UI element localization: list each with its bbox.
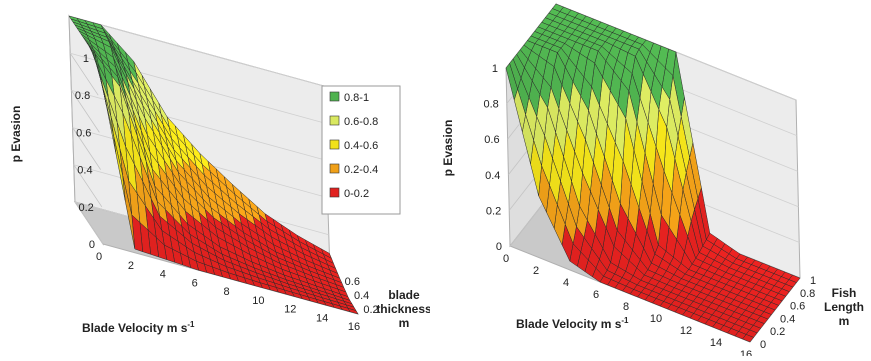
right-x-tick-6: 12: [680, 325, 692, 337]
left-legend-label-0: 0.8-1: [344, 92, 369, 104]
left-z-tick-3: 0.6: [76, 127, 91, 139]
right-x-tick-5: 10: [650, 313, 662, 325]
left-x-tick-5: 10: [252, 295, 264, 307]
left-x-tick-1: 2: [128, 260, 134, 272]
right-y-tick-4: 0.8: [800, 288, 815, 300]
left-y-label-line-2: m: [399, 316, 410, 330]
right-x-tick-4: 8: [623, 301, 629, 313]
left-legend-label-3: 0.2-0.4: [344, 164, 378, 176]
right-z-label: p Evasion: [441, 120, 455, 177]
right-z-tick-2: 0.4: [485, 170, 500, 182]
right-x-label-unit: m s: [601, 317, 622, 331]
left-legend-label-2: 0.4-0.6: [344, 140, 378, 152]
left-gridline-4: [69, 52, 99, 96]
left-y-tick-0: 0.2: [363, 304, 378, 316]
left-x-label-exp: -1: [187, 320, 195, 329]
left-z-tick-1: 0.2: [79, 202, 94, 214]
right-x-tick-3: 6: [593, 289, 599, 301]
left-z-tick-2: 0.4: [77, 165, 92, 177]
left-x-label-unit: m s: [167, 321, 188, 335]
right-y-label-line-1: Length: [824, 300, 864, 314]
left-back-gridline-5: [68, 15, 325, 87]
right-y-label-line-2: m: [839, 314, 850, 328]
right-z-tick-0: 0: [496, 241, 502, 253]
left-y-tick-2: 0.6: [345, 276, 360, 288]
left-y-label-line-0: blade: [388, 288, 420, 302]
right-x-tick-7: 14: [710, 337, 722, 349]
right-y-tick-5: 1: [810, 275, 816, 287]
left-x-tick-4: 8: [223, 286, 229, 298]
right-x-label-exp: -1: [621, 316, 629, 325]
left-y-label-line-1: thickness: [376, 302, 430, 316]
left-y-tick-1: 0.4: [354, 290, 369, 302]
left-x-tick-2: 4: [160, 269, 166, 281]
chart-right: 0 0.2 0.4 0.6 0.8 1 0 2 4 6 8 10 12 14 16 0 0.2 0.4 0.6 0.8…: [440, 0, 871, 361]
right-x-tick-8: 16: [740, 349, 752, 356]
right-z-tick-4: 0.8: [484, 99, 499, 111]
left-legend-swatch-4: [329, 187, 340, 198]
right-x-tick-2: 4: [563, 277, 569, 289]
right-x-tick-0: 0: [503, 253, 509, 265]
left-z-tick-0: 0: [89, 239, 95, 251]
right-z-tick-1: 0.2: [486, 205, 501, 217]
right-y-tick-3: 0.6: [790, 301, 805, 313]
right-y-label-line-0: Fish: [832, 286, 857, 300]
left-surface: [68, 15, 359, 315]
left-gridline-3: [71, 90, 100, 133]
left-legend: 0.8-1 0.6-0.8 0.4-0.6 0.2-0.4 0-0.2: [321, 85, 401, 215]
left-z-label: p Evasion: [9, 106, 23, 163]
right-x-label-main: Blade Velocity: [516, 317, 601, 331]
left-gridline-2: [72, 127, 101, 170]
left-x-tick-0: 0: [96, 251, 102, 263]
left-x-tick-6: 12: [284, 304, 296, 316]
right-x-label: Blade Velocity m s-1: [516, 316, 629, 331]
left-legend-swatch-1: [329, 115, 340, 126]
right-y-tick-1: 0.2: [770, 326, 785, 338]
left-x-label: Blade Velocity m s-1: [82, 320, 195, 335]
left-legend-swatch-2: [329, 139, 340, 150]
right-y-tick-2: 0.4: [780, 313, 795, 325]
right-axes: 00.20.40.60.81024681012141600.20.40.60.8…: [441, 63, 864, 361]
chart-right-svg: 00.20.40.60.81024681012141600.20.40.60.8…: [441, 2, 864, 361]
right-y-tick-0: 0: [760, 339, 766, 351]
left-mesh-cell: [94, 54, 107, 107]
right-surface: [505, 3, 801, 343]
right-z-tick-3: 0.6: [484, 134, 499, 146]
left-x-tick-7: 14: [316, 312, 328, 324]
left-legend-swatch-0: [329, 91, 340, 102]
left-z-tick-5: 1: [83, 53, 89, 65]
left-gridline-0: [74, 201, 104, 245]
right-z-tick-5: 1: [492, 63, 498, 75]
chart-left: 0 0.2 0.4 0.6 0.8 1 0 2 4 6 8 10 12 14 16 0.2 0.4 0.6 p Ev…: [0, 0, 432, 356]
left-x-label-main: Blade Velocity: [82, 321, 167, 335]
left-legend-label-4: 0-0.2: [344, 188, 369, 200]
right-x-tick-1: 2: [533, 265, 539, 277]
left-x-tick-8: 16: [348, 321, 360, 333]
right-mesh-cell: [505, 63, 518, 101]
left-gridline-1: [73, 164, 103, 208]
left-x-tick-3: 6: [192, 277, 198, 289]
left-z-tick-4: 0.8: [75, 90, 90, 102]
left-legend-label-1: 0.6-0.8: [344, 116, 378, 128]
left-legend-swatch-3: [329, 163, 340, 174]
